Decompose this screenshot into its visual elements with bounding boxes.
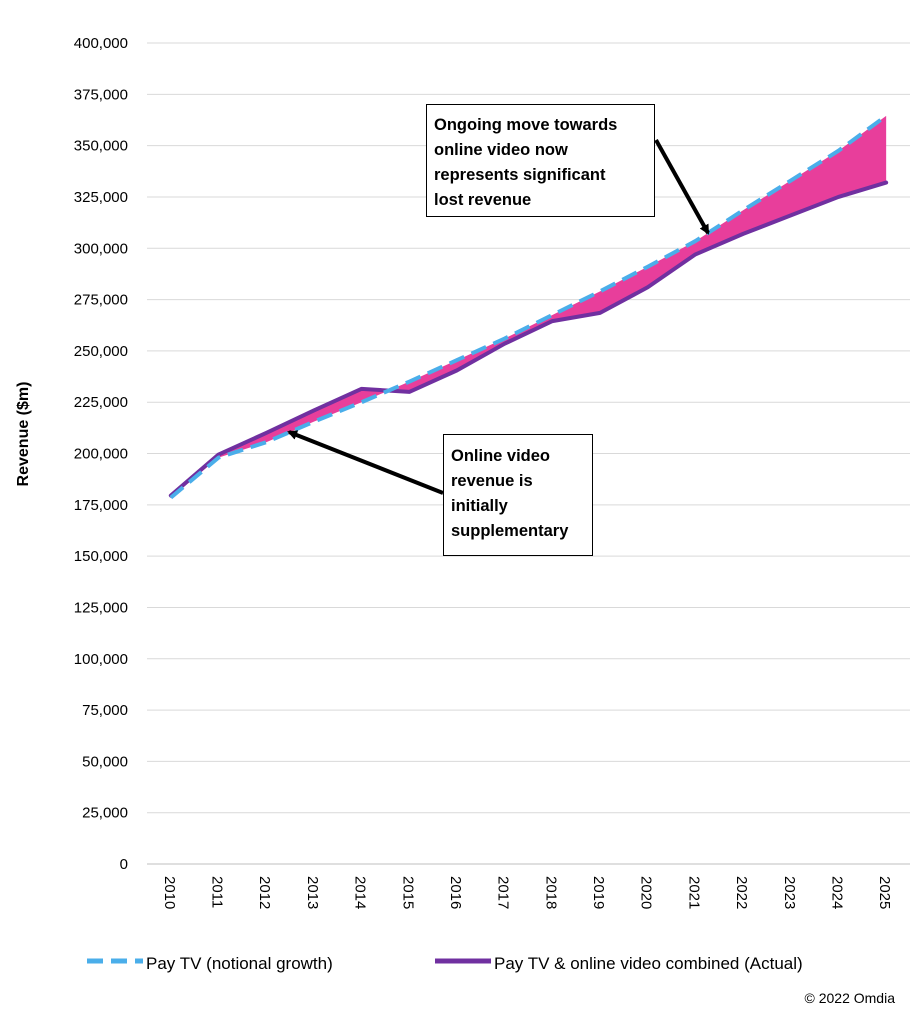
lost-revenue-area (170, 115, 887, 498)
lost-revenue-fill (170, 115, 887, 498)
x-tick-label: 2012 (256, 876, 273, 909)
y-tick-label: 25,000 (82, 805, 128, 822)
x-tick-label: 2011 (209, 876, 226, 908)
x-tick-label: 2015 (399, 876, 416, 909)
annotation-ongoing-line: Ongoing move towards (434, 116, 618, 134)
series-line-notional (169, 114, 888, 500)
y-tick-label: 300,000 (74, 240, 128, 257)
annotation-initial: Online video revenue is initially supple… (443, 434, 593, 556)
legend-swatch-actual (435, 958, 491, 964)
x-tick-label: 2023 (781, 876, 798, 909)
series-lines (168, 114, 889, 500)
y-tick-label: 125,000 (74, 599, 128, 616)
annotation-initial-line: revenue is (451, 472, 533, 490)
y-tick-label: 350,000 (74, 138, 128, 155)
annotation-initial-line: supplementary (451, 522, 569, 540)
x-tick-label: 2021 (685, 876, 702, 909)
y-tick-label: 325,000 (74, 189, 128, 206)
copyright-notice: © 2022 Omdia (804, 990, 895, 1006)
y-tick-label: 0 (120, 856, 128, 873)
y-tick-label: 200,000 (74, 446, 128, 463)
annotation-ongoing: Ongoing move towards online video now re… (426, 104, 655, 217)
x-axis-ticks: 2010 2011 2012 2013 2014 2015 2016 2017 2018 2019… (161, 876, 893, 909)
legend-label-actual: Pay TV & online video combined (Actual) (494, 954, 803, 973)
x-tick-label: 2014 (352, 876, 369, 909)
x-tick-label: 2025 (876, 876, 893, 909)
y-tick-label: 175,000 (74, 497, 128, 514)
y-tick-label: 250,000 (74, 343, 128, 360)
annotation-initial-line: Online video (451, 447, 551, 465)
y-tick-label: 50,000 (82, 753, 128, 770)
y-tick-label: 375,000 (74, 86, 128, 103)
x-tick-label: 2018 (542, 876, 559, 909)
y-tick-label: 150,000 (74, 548, 128, 565)
y-tick-label: 225,000 (74, 394, 128, 411)
x-tick-label: 2010 (161, 876, 178, 909)
series-line-actual (168, 180, 889, 498)
x-tick-label: 2017 (495, 876, 512, 909)
legend-swatch-notional (87, 958, 143, 964)
x-tick-label: 2013 (304, 876, 321, 909)
annotation-arrow-ongoing (654, 139, 710, 235)
y-axis-ticks: 0 25,000 50,000 75,000 100,000 125,000 150,000… (74, 35, 128, 873)
legend-label-notional: Pay TV (notional growth) (146, 954, 333, 973)
x-tick-label: 2022 (733, 876, 750, 909)
y-tick-label: 275,000 (74, 292, 128, 309)
x-tick-label: 2016 (447, 876, 464, 909)
y-tick-label: 400,000 (74, 35, 128, 52)
annotation-arrow-initial (287, 430, 444, 495)
y-tick-label: 100,000 (74, 651, 128, 668)
x-tick-label: 2020 (638, 876, 655, 909)
annotation-ongoing-line: represents significant (434, 166, 606, 184)
y-axis-title: Revenue ($m) (15, 382, 32, 487)
x-tick-label: 2019 (590, 876, 607, 909)
y-tick-label: 75,000 (82, 702, 128, 719)
annotation-initial-line: initially (451, 497, 508, 515)
annotation-ongoing-line: lost revenue (434, 191, 532, 209)
annotation-ongoing-line: online video now (434, 141, 568, 159)
x-tick-label: 2024 (828, 876, 845, 909)
